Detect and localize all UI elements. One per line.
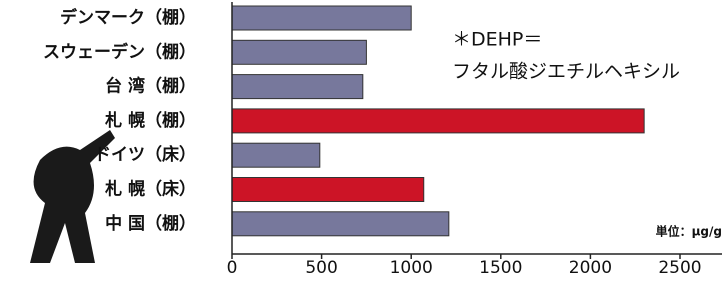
x-tick-label: 0 (227, 258, 238, 278)
y-tick-label: 中 国（棚） (105, 213, 196, 234)
bar (232, 109, 644, 133)
y-tick-label: デンマーク（棚） (60, 7, 196, 28)
y-tick-label: ドイツ（床） (94, 144, 196, 165)
x-tick-label: 2500 (658, 258, 701, 278)
annotation: ＊DEHP＝ (452, 29, 542, 51)
x-tick-label: 1000 (390, 258, 433, 278)
bar (232, 6, 411, 30)
y-tick-label: 台 湾（棚） (105, 76, 196, 97)
annotation: フタル酸ジエチルヘキシル (452, 61, 680, 83)
y-tick-label: 札 幌（棚） (104, 110, 196, 131)
y-tick-label: 札 幌（床） (104, 179, 196, 200)
bar (232, 143, 320, 167)
unit-label: 単位：μg/g (656, 224, 722, 239)
x-tick-label: 500 (305, 258, 337, 278)
chart: ＊DEHP＝ フタル酸ジエチルヘキシル 単位：μg/g 0 500 1000 1500… (0, 0, 722, 278)
bar (232, 40, 366, 64)
bar (232, 212, 449, 236)
x-tick-label: 1500 (479, 258, 522, 278)
bar (232, 75, 363, 99)
y-tick-label: スウェーデン（棚） (43, 41, 196, 62)
bar (232, 178, 424, 202)
x-tick-label: 2000 (569, 258, 612, 278)
